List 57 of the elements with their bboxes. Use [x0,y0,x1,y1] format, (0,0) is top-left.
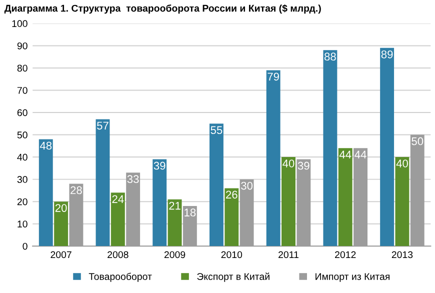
data-label: 18 [184,208,196,216]
data-label: 30 [241,182,253,190]
data-label: 20 [55,204,67,212]
data-label: 39 [154,162,166,170]
y-tick-label: 50 [17,132,28,138]
bar [282,157,296,246]
x-tick-label: 2011 [278,251,298,258]
bar [266,70,280,246]
data-label: 44 [354,150,366,158]
data-label: 39 [298,162,310,170]
bar [168,199,182,246]
y-tick-label: 0 [22,242,28,250]
data-label: 57 [97,122,108,130]
legend-label: Экспорт в Китай [197,272,270,282]
bar [38,139,53,246]
data-label: 33 [127,175,139,184]
y-tick-label: 60 [17,109,28,116]
data-label: 40 [396,160,408,168]
y-tick-label: 30 [17,176,28,183]
data-label: 26 [226,190,238,199]
bar [380,48,394,246]
bar [224,188,239,246]
y-tick-label: 10 [18,220,28,228]
bar [395,157,410,246]
bar [96,119,110,246]
x-tick-label: 2013 [392,251,413,258]
x-tick-label: 2007 [50,251,72,258]
x-tick-label: 2009 [164,251,186,258]
data-label: 88 [324,52,336,61]
data-label: 21 [169,202,180,210]
bar [210,124,224,246]
bar [323,50,338,246]
data-label: 24 [112,195,124,203]
data-label: 44 [339,150,352,158]
y-tick-label: 40 [17,154,28,161]
chart-title: Диаграмма 1. Структура товарооборота России и Китая ($ млрд.) [4,4,321,14]
y-tick-label: 20 [17,198,28,206]
data-label: 28 [70,186,82,194]
y-tick-label: 100 [12,20,28,28]
data-label: 40 [282,160,294,168]
y-tick-label: 70 [17,86,28,94]
data-label: 79 [268,72,279,81]
bar [152,159,167,246]
data-label: 89 [381,50,393,58]
bar [54,202,68,246]
bar [338,148,352,246]
x-tick-label: 2010 [221,251,242,258]
y-tick-label: 90 [17,42,28,50]
y-tick-label: 80 [17,64,28,72]
data-label: 55 [210,126,222,134]
legend-label: Импорт из Китая [316,273,390,282]
bar [110,192,125,246]
x-tick-label: 2012 [335,251,356,258]
data-label: 50 [412,137,424,146]
data-label: 48 [40,142,52,150]
legend-label: Товарооборот [88,272,152,282]
x-tick-label: 2008 [108,251,128,258]
